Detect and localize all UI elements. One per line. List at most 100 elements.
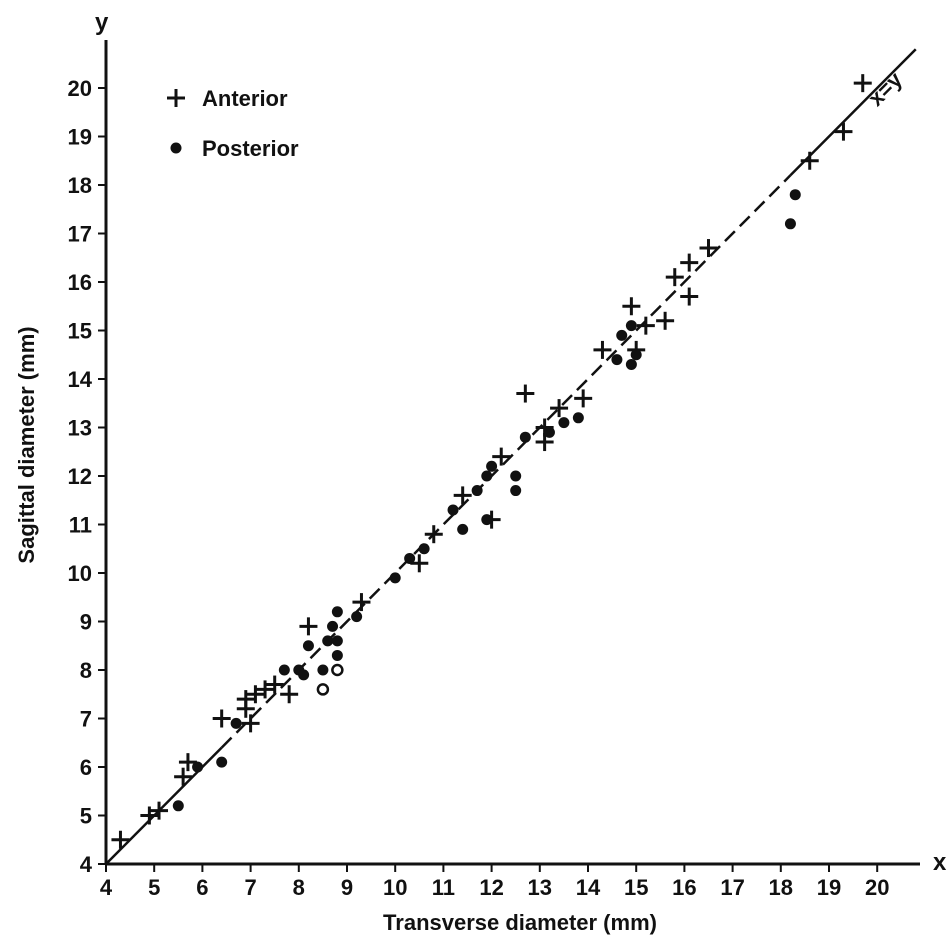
x-tick-label: 7 [244, 875, 256, 900]
anterior-point [665, 268, 684, 287]
posterior-point [331, 635, 343, 647]
y-tick-label: 13 [68, 416, 92, 441]
posterior-point [510, 485, 522, 497]
y-axis-letter: y [95, 9, 109, 36]
y-tick-label: 8 [80, 658, 92, 683]
tick-labels: 4 5 6 7 8 9 10 11 12 13 14 15 16 17 18 19 20 4 5 6 7 8 9 10 11 12… [68, 76, 890, 900]
x-tick-label: 8 [293, 875, 305, 900]
dot-marker [170, 142, 182, 154]
anterior-point [424, 525, 443, 544]
anterior-point [550, 399, 569, 418]
anterior-point [352, 593, 371, 612]
reference-line-segment [220, 174, 792, 749]
y-tick-label: 20 [68, 76, 92, 101]
anterior-point [699, 239, 718, 258]
x-tick-label: 12 [479, 875, 503, 900]
y-tick-label: 6 [80, 755, 92, 780]
open-circle-point [316, 683, 330, 696]
legend-marker-posterior [170, 142, 182, 154]
posterior-point [784, 218, 796, 230]
posterior-point [457, 523, 469, 535]
anterior-point [800, 151, 819, 170]
anterior-point [174, 767, 193, 786]
x-tick-label: 13 [528, 875, 552, 900]
anterior-point [410, 554, 429, 573]
axes [98, 40, 920, 872]
anterior-point [241, 714, 260, 733]
anterior-point [492, 447, 511, 466]
posterior-point [510, 470, 522, 482]
y-tick-label: 4 [80, 852, 93, 877]
y-tick-label: 14 [68, 367, 93, 392]
posterior-point [230, 717, 242, 729]
reference-line-segment [789, 48, 917, 177]
anterior-point [834, 122, 853, 141]
posterior-point [630, 349, 642, 361]
x-tick-label: 10 [383, 875, 407, 900]
x-tick-label: 6 [196, 875, 208, 900]
anterior-point [256, 680, 275, 699]
anterior-point [212, 709, 231, 728]
posterior-point [404, 552, 416, 564]
plus-marker [167, 89, 185, 107]
posterior-point [317, 664, 329, 676]
x-tick-label: 5 [148, 875, 160, 900]
legend-label-anterior: Anterior [202, 86, 288, 111]
y-tick-label: 11 [69, 513, 92, 538]
y-tick-label: 18 [68, 173, 92, 198]
posterior-point [298, 669, 310, 681]
anterior-point [622, 297, 641, 316]
posterior-point [625, 320, 637, 332]
posterior-point [471, 485, 483, 497]
x-tick-label: 20 [865, 875, 889, 900]
y-tick-label: 9 [80, 610, 92, 635]
reference-line-segment [105, 746, 223, 865]
posterior-point [331, 606, 343, 618]
x-tick-label: 16 [672, 875, 696, 900]
y-tick-label: 7 [80, 707, 92, 732]
posterior-point [486, 460, 498, 472]
x-tick-label: 14 [576, 875, 601, 900]
anterior-point [656, 311, 675, 330]
posterior-point [351, 611, 363, 623]
posterior-point [543, 426, 555, 438]
x-tick-label: 9 [341, 875, 353, 900]
anterior-point [178, 753, 197, 772]
reference-line-label: x=y [863, 66, 908, 111]
anterior-point [593, 340, 612, 359]
y-tick-label: 10 [68, 561, 92, 586]
anterior-point [246, 685, 265, 704]
y-tick-label: 12 [68, 464, 92, 489]
anterior-point [574, 389, 593, 408]
anterior-point [853, 74, 872, 93]
posterior-point [789, 189, 801, 201]
anterior-point [299, 617, 318, 636]
posterior-point [278, 664, 290, 676]
anterior-point [516, 384, 535, 403]
posterior-point [625, 358, 637, 370]
posterior-point [447, 504, 459, 516]
posterior-point [558, 417, 570, 429]
open-circle-point [331, 663, 344, 677]
x-axis-title: Transverse diameter (mm) [383, 910, 657, 935]
posterior-point [616, 329, 628, 341]
x-tick-label: 18 [769, 875, 793, 900]
y-axis-title: Sagittal diameter (mm) [14, 326, 39, 563]
posterior-point [322, 635, 334, 647]
x-axis-letter: x [933, 849, 947, 876]
x-tick-label: 17 [720, 875, 744, 900]
y-tick-label: 19 [68, 125, 92, 150]
posterior-point [481, 470, 493, 482]
anterior-point [111, 830, 130, 849]
posterior-point [327, 620, 339, 632]
legend-marker-anterior [167, 89, 185, 107]
anterior-point [636, 316, 655, 335]
y-tick-label: 17 [68, 222, 92, 247]
posterior-point [331, 649, 343, 661]
x-tick-label: 15 [624, 875, 648, 900]
anterior-point [453, 486, 472, 505]
posterior-point [389, 572, 401, 584]
y-tick-label: 16 [68, 270, 92, 295]
posterior-point [302, 640, 314, 652]
